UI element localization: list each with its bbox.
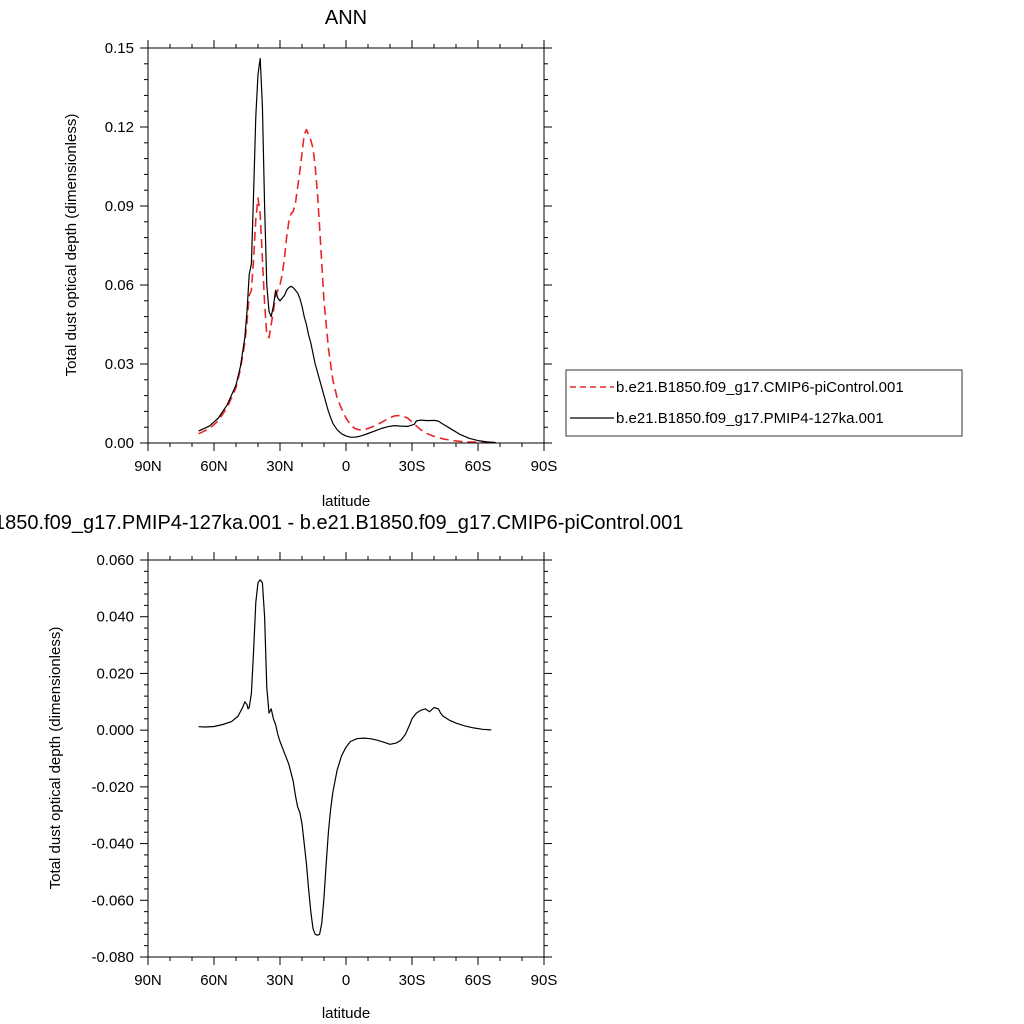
y-tick-label: -0.020 xyxy=(91,779,134,796)
y-tick-label: 0.09 xyxy=(105,198,134,215)
x-tick-label: 90S xyxy=(531,972,558,989)
x-tick-label: 0 xyxy=(342,458,350,475)
y-tick-label: -0.040 xyxy=(91,836,134,853)
x-tick-label: 30S xyxy=(399,458,426,475)
x-tick-label: 90S xyxy=(531,458,558,475)
legend-label-127ka: b.e21.B1850.f09_g17.PMIP4-127ka.001 xyxy=(616,410,884,427)
y-tick-label: -0.080 xyxy=(91,949,134,966)
x-tick-label: 60N xyxy=(200,458,228,475)
y-tick-label: 0.020 xyxy=(96,665,134,682)
annual-dust-aod-panel: ANN latitude Total dust optical depth (d… xyxy=(63,7,963,510)
y-tick-label: 0.15 xyxy=(105,40,134,57)
y-tick-label: 0.03 xyxy=(105,356,134,373)
y-tick-label: 0.040 xyxy=(96,609,134,626)
y-tick-label: 0.060 xyxy=(96,552,134,569)
x-tick-label: 30N xyxy=(266,458,294,475)
legend-label-picontrol: b.e21.B1850.f09_g17.CMIP6-piControl.001 xyxy=(616,379,904,396)
x-tick-label: 30S xyxy=(399,972,426,989)
series-line-picontrol xyxy=(198,128,496,444)
x-tick-label: 90N xyxy=(134,972,162,989)
x-tick-label: 90N xyxy=(134,458,162,475)
legend: b.e21.B1850.f09_g17.CMIP6-piControl.001 … xyxy=(565,369,963,437)
x-axis-label: latitude xyxy=(322,493,370,510)
legend-box xyxy=(565,369,963,437)
y-axis-label: Total dust optical depth (dimensionless) xyxy=(47,627,64,890)
x-tick-label: 60N xyxy=(200,972,228,989)
y-axis-label: Total dust optical depth (dimensionless) xyxy=(63,114,80,377)
x-tick-label: 60S xyxy=(465,458,492,475)
plot-frame xyxy=(147,47,545,444)
plot-frame xyxy=(147,559,545,958)
difference-panel: 1850.f09_g17.PMIP4-127ka.001 - b.e21.B18… xyxy=(0,512,683,1022)
y-tick-label: 0.12 xyxy=(105,119,134,136)
chart-title: 1850.f09_g17.PMIP4-127ka.001 - b.e21.B18… xyxy=(0,512,683,534)
y-tick-label: -0.060 xyxy=(91,892,134,909)
y-tick-label: 0.00 xyxy=(105,435,134,452)
difference-line xyxy=(198,579,492,936)
x-tick-label: 0 xyxy=(342,972,350,989)
x-tick-label: 60S xyxy=(465,972,492,989)
series-line-127ka xyxy=(198,57,496,444)
chart-title: ANN xyxy=(325,7,367,29)
x-tick-label: 30N xyxy=(266,972,294,989)
y-tick-label: 0.06 xyxy=(105,277,134,294)
x-axis-label: latitude xyxy=(322,1005,370,1022)
y-tick-label: 0.000 xyxy=(96,722,134,739)
